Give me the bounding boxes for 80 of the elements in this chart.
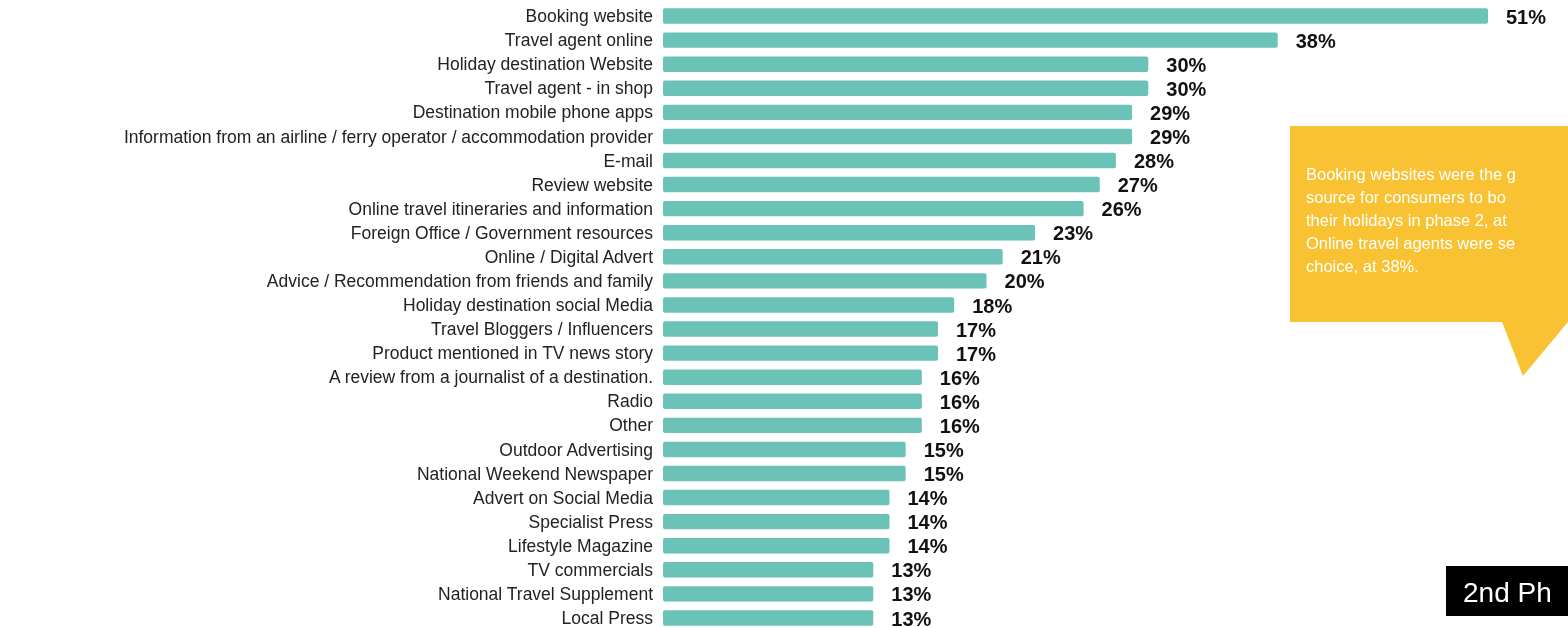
annotation: Booking websites were the g source for consumers to bo their holidays in phase 2, at Online travel agents were se choice, at 38%. [1306, 165, 1517, 275]
y-tick-label: Online / Digital Advert [484, 246, 654, 267]
bar [663, 297, 955, 313]
data-label: 13% [891, 607, 932, 628]
y-tick-label: Travel agent online [504, 30, 653, 51]
annotation: 2nd Ph [1463, 577, 1552, 608]
bar [663, 441, 906, 458]
bar [663, 513, 890, 530]
data-label: 51% [1506, 5, 1547, 28]
data-label: 27% [1117, 174, 1159, 197]
data-label: 29% [1150, 126, 1191, 149]
bar [663, 345, 938, 361]
y-tick-label: E-mail [603, 150, 653, 171]
data-label: 16% [939, 390, 981, 413]
bar [663, 249, 1003, 265]
bar [663, 176, 1100, 193]
y-tick-label: Holiday destination Website [437, 54, 653, 75]
y-tick-label: Local Press [561, 608, 654, 628]
data-label: 26% [1101, 198, 1142, 221]
y-tick-label: Holiday destination social Media [403, 295, 654, 316]
bar [663, 152, 1116, 169]
data-label: 29% [1150, 101, 1191, 124]
data-label: 15% [923, 439, 964, 462]
bar [663, 586, 874, 602]
bar [663, 128, 1133, 145]
data-label: 30% [1166, 53, 1207, 76]
y-tick-label: Advert on Social Media [473, 487, 654, 508]
y-tick-label: Product mentioned in TV news story [372, 343, 654, 364]
bar [663, 417, 922, 434]
y-tick-label: Review website [531, 174, 653, 195]
bar [663, 8, 1488, 24]
data-label: 17% [956, 342, 997, 365]
bar [663, 538, 890, 554]
data-label: 18% [972, 294, 1013, 317]
data-label: 30% [1166, 77, 1207, 100]
bar [663, 369, 922, 385]
data-label: 21% [1020, 246, 1061, 269]
data-label: 13% [891, 583, 932, 606]
y-tick-label: TV commercials [527, 559, 654, 580]
data-label: 15% [923, 463, 964, 486]
y-tick-label: Information from an airline / ferry operator / accommodation provider [123, 126, 654, 147]
bar [663, 610, 874, 626]
bar [663, 562, 874, 578]
y-tick-label: Specialist Press [528, 511, 654, 532]
y-tick-label: Lifestyle Magazine [508, 535, 653, 556]
y-tick-label: Other [609, 415, 654, 436]
y-tick-label: Travel agent - in shop [484, 78, 653, 99]
data-label: 13% [891, 559, 932, 582]
bar [663, 56, 1149, 72]
y-tick-label: Outdoor Advertising [499, 439, 653, 460]
bar [663, 32, 1278, 48]
y-tick-label: Advice / Recommendation from friends and family [266, 271, 654, 292]
y-tick-label: Online travel itineraries and information [348, 198, 653, 219]
bar [663, 80, 1149, 96]
bar [663, 321, 938, 337]
y-tick-label: National Travel Supplement [438, 584, 654, 605]
y-tick-label: A review from a journalist of a destination. [329, 367, 653, 388]
data-label: 16% [939, 414, 981, 437]
bar [663, 273, 987, 289]
data-label: 14% [907, 487, 948, 510]
data-label: 23% [1053, 222, 1094, 245]
y-tick-label: Destination mobile phone apps [412, 102, 654, 123]
y-tick-label: Booking website [525, 6, 653, 27]
y-tick-label: Radio [607, 391, 653, 412]
y-tick-label: Foreign Office / Government resources [350, 222, 654, 243]
data-label: 28% [1133, 150, 1175, 173]
bar [663, 225, 1036, 241]
bar [663, 393, 922, 409]
y-tick-label: Travel Bloggers / Influencers [430, 319, 654, 340]
bar [663, 489, 890, 506]
y-tick-label: National Weekend Newspaper [416, 463, 654, 484]
data-label: 38% [1295, 29, 1336, 52]
bar [663, 200, 1084, 217]
data-label: 20% [1004, 270, 1045, 293]
bar [663, 465, 906, 482]
data-label: 14% [907, 535, 948, 558]
bar [663, 104, 1133, 121]
data-label: 16% [939, 366, 981, 389]
data-label: 17% [956, 318, 997, 341]
data-label: 14% [907, 511, 948, 534]
